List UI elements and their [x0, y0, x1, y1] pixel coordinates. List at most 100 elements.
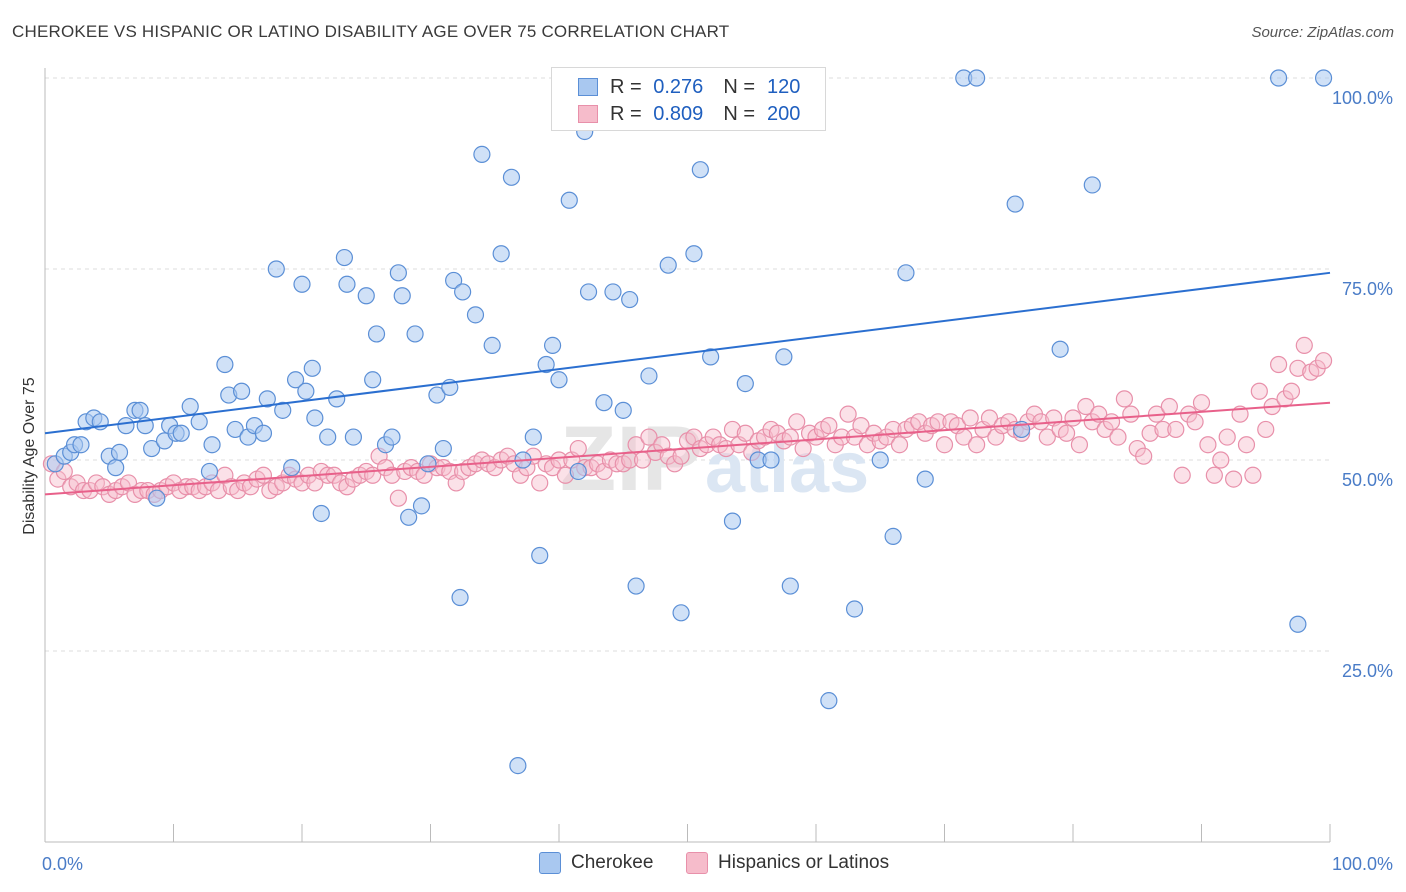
cherokee-point	[509, 756, 527, 775]
legend-r-value: 0.809	[653, 102, 704, 125]
y-tick-label: 25.0%	[1342, 661, 1393, 681]
cherokee-point	[897, 264, 915, 282]
cherokee-point	[344, 428, 362, 446]
cherokee-point	[181, 397, 199, 416]
cherokee-point	[131, 401, 149, 419]
hispanic-point	[794, 439, 812, 458]
cherokee-point	[531, 546, 549, 565]
cherokee-point	[419, 455, 437, 473]
legend-row-hispanic: R = 0.809 N = 200	[552, 101, 800, 127]
hispanic-point	[980, 409, 999, 427]
hispanic-point	[177, 478, 195, 496]
bottom-legend-cherokee: Cherokee	[539, 852, 653, 874]
cherokee-point	[190, 413, 208, 431]
cherokee-swatch	[539, 852, 561, 874]
hispanic-point	[1038, 428, 1056, 446]
hispanic-point	[1154, 420, 1172, 439]
cherokee-point	[550, 371, 568, 389]
cherokee-point	[233, 382, 251, 400]
hispanic-point	[839, 405, 857, 423]
cherokee-point	[400, 508, 418, 526]
cherokee-point	[466, 306, 485, 324]
cherokee-point	[569, 462, 587, 481]
cherokee-point	[1314, 69, 1333, 87]
cherokee-point	[226, 420, 244, 439]
cherokee-point	[820, 692, 838, 710]
cherokee-point	[406, 325, 424, 343]
cherokee-point	[274, 401, 292, 419]
cherokee-point	[483, 336, 501, 354]
hispanic-swatch	[686, 852, 708, 874]
cherokee-point	[524, 428, 542, 446]
legend: R = 0.276 N = 120 R = 0.809 N = 200	[551, 67, 826, 131]
cherokee-point	[367, 325, 386, 343]
hispanic-point	[1070, 436, 1089, 454]
cherokee-point	[1051, 340, 1069, 358]
cherokee-point	[916, 470, 934, 488]
cherokee-point	[595, 394, 613, 412]
hispanic-point	[1205, 466, 1223, 484]
bottom-legend-label: Hispanics or Latinos	[718, 852, 890, 873]
hispanic-point	[736, 424, 754, 442]
legend-n-value: 200	[767, 102, 801, 125]
cherokee-point	[640, 367, 658, 385]
cherokee-point	[338, 275, 356, 293]
hispanic-point	[890, 436, 909, 454]
cherokee-point	[335, 248, 354, 267]
cherokee-point	[579, 283, 598, 301]
hispanic-point	[1237, 436, 1256, 454]
legend-n-value: 120	[767, 75, 801, 98]
cherokee-point	[543, 336, 562, 354]
cherokee-point	[781, 577, 799, 595]
hispanic-point	[672, 447, 690, 465]
cherokee-point	[884, 527, 902, 546]
hispanic-point	[961, 409, 979, 427]
y-tick-label: 50.0%	[1342, 470, 1393, 490]
hispanic-point	[1186, 413, 1204, 431]
hispanic-point	[852, 417, 870, 435]
y-tick-label: 100.0%	[1332, 88, 1393, 108]
cherokee-point	[502, 168, 521, 186]
cherokee-point	[968, 69, 986, 87]
legend-n-label: N =	[723, 102, 755, 125]
bottom-legend-hispanic: Hispanics or Latinos	[686, 852, 889, 874]
cherokee-point	[762, 451, 780, 469]
cherokee-point	[216, 355, 234, 374]
cherokee-point	[393, 287, 411, 305]
hispanic-point	[1257, 420, 1275, 439]
cherokee-point	[172, 424, 190, 442]
hispanic-point	[1135, 447, 1153, 465]
cherokee-point	[303, 359, 321, 377]
hispanic-point	[569, 439, 587, 458]
hispanic-point	[1282, 382, 1301, 400]
cherokee-point	[451, 588, 469, 607]
cherokee-point	[871, 451, 889, 469]
cherokee-point	[383, 428, 401, 446]
hispanic-point	[1314, 352, 1333, 370]
hispanic-point	[1295, 336, 1313, 354]
cherokee-point	[614, 401, 632, 419]
cherokee-point	[454, 283, 472, 301]
y-tick-label: 75.0%	[1342, 279, 1393, 299]
cherokee-point	[434, 439, 452, 458]
cherokee-point	[1269, 69, 1288, 87]
hispanic-point	[640, 428, 658, 446]
cherokee-point	[328, 390, 346, 408]
gridlines	[45, 77, 1330, 652]
legend-r-label: R =	[610, 75, 642, 98]
cherokee-point	[148, 489, 166, 507]
cherokee-point	[258, 390, 276, 408]
hispanic-point	[1218, 428, 1236, 446]
cherokee-point	[312, 504, 330, 523]
cherokee-point	[492, 245, 510, 263]
cherokee-point	[72, 436, 90, 454]
cherokee-point	[143, 439, 161, 458]
hispanic-swatch	[578, 105, 598, 123]
legend-r-label: R =	[610, 102, 642, 125]
hispanic-point	[1102, 413, 1121, 431]
cherokee-swatch	[578, 78, 598, 96]
cherokee-point	[117, 417, 135, 435]
cherokee-point	[1289, 615, 1307, 633]
cherokee-point	[267, 260, 285, 278]
